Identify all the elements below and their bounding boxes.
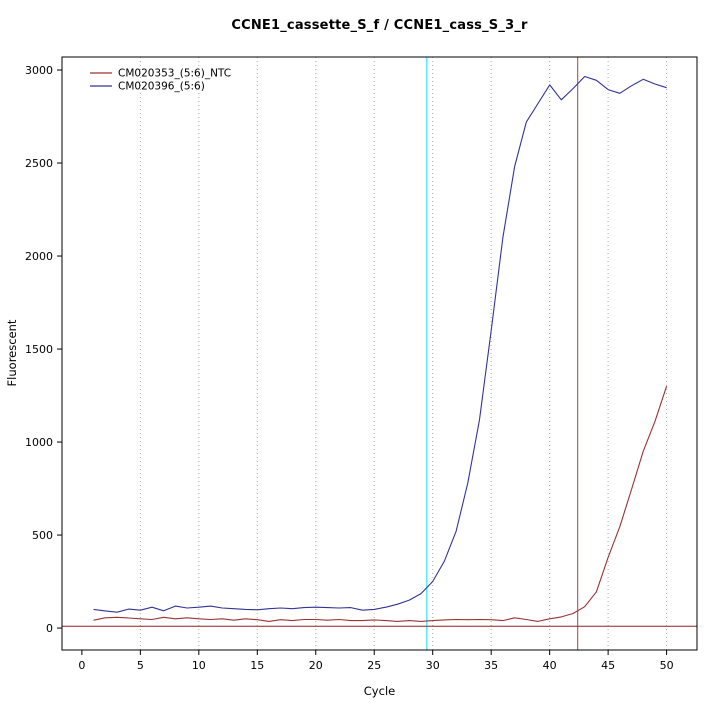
series-line-CM020396_(5:6) [93,75,667,613]
x-tick-label: 40 [543,659,557,672]
x-tick-label: 30 [426,659,440,672]
x-tick-label: 0 [78,659,85,672]
chart-title: CCNE1_cassette_S_f / CCNE1_cass_S_3_r [231,18,528,33]
legend-label-CM020396_(5:6): CM020396_(5:6) [118,81,205,93]
plot-border [61,56,698,651]
x-tick-label: 5 [137,659,144,672]
legend-label-CM020353_(5:6)_NTC: CM020353_(5:6)_NTC [118,68,231,80]
x-tick-label: 45 [601,659,615,672]
x-axis-label: Cycle [363,684,396,698]
x-tick-label: 50 [660,659,674,672]
y-tick-label: 2000 [25,250,53,263]
y-tick-label: 500 [32,529,53,542]
y-tick-label: 2500 [25,157,53,170]
y-tick-label: 0 [46,622,53,635]
y-tick-label: 1000 [25,436,53,449]
x-tick-label: 15 [250,659,264,672]
x-tick-label: 20 [309,659,323,672]
y-axis-label: Fluorescent [5,319,19,387]
x-tick-label: 35 [484,659,498,672]
y-tick-label: 1500 [25,343,53,356]
y-tick-label: 3000 [25,64,53,77]
x-tick-label: 25 [367,659,381,672]
series-line-CM020353_(5:6)_NTC [93,386,668,622]
x-tick-label: 10 [192,659,206,672]
